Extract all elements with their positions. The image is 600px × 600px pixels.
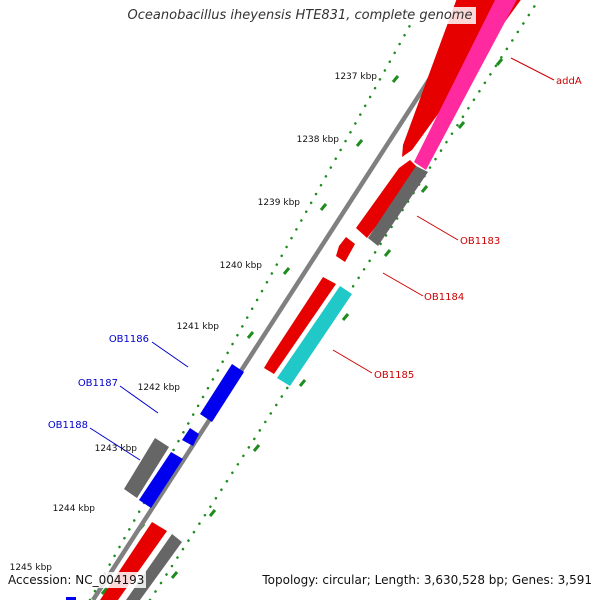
grey-feature-OB1183 xyxy=(368,166,428,246)
major-ticks xyxy=(100,58,504,595)
cds-OB1185-red xyxy=(264,277,336,374)
scale-label: 1241 kbp xyxy=(177,322,220,332)
gene-label-OB1183: OB1183 xyxy=(460,236,500,247)
major-tick xyxy=(282,267,291,275)
major-tick xyxy=(420,185,429,193)
major-tick xyxy=(341,313,350,321)
major-tick xyxy=(391,75,400,83)
scale-label: 1240 kbp xyxy=(220,261,263,271)
grey-feature-OB1188 xyxy=(124,438,169,498)
cds-OB1184-red xyxy=(336,237,355,262)
gene-label-OB1186: OB1186 xyxy=(109,334,149,345)
major-tick xyxy=(246,331,255,339)
scale-label: 1239 kbp xyxy=(258,198,301,208)
cds-OB1187-blue xyxy=(182,428,199,446)
gene-label-OB1185: OB1185 xyxy=(374,370,414,381)
major-tick xyxy=(319,203,328,211)
major-tick xyxy=(495,58,504,66)
gene-label-OB1188: OB1188 xyxy=(48,420,88,431)
major-tick xyxy=(355,139,364,147)
leader-OB1188 xyxy=(89,427,141,461)
leader-OB1185 xyxy=(332,349,373,374)
scale-labels: 1236 kbp 1237 kbp 1238 kbp 1239 kbp 1240… xyxy=(10,9,413,573)
leader-addA xyxy=(510,57,555,81)
leader-OB1184 xyxy=(382,272,424,297)
genome-summary: Topology: circular; Length: 3,630,528 bp… xyxy=(260,572,594,588)
gene-labels: addA OB1183 OB1184 OB1185 OB1186 OB1187 … xyxy=(48,76,582,431)
major-tick xyxy=(383,249,392,257)
gene-label-addA: addA xyxy=(556,76,582,87)
gene-label-OB1187: OB1187 xyxy=(78,378,118,389)
leader-OB1187 xyxy=(119,385,159,414)
cds-OB1186-blue xyxy=(200,364,244,422)
cds-OB1188-blue xyxy=(139,452,183,508)
scale-label: 1237 kbp xyxy=(335,72,378,82)
cds-OB1183-red xyxy=(356,160,420,238)
dotted-scale-line-outer xyxy=(88,18,415,600)
genome-backbone xyxy=(91,0,484,600)
leader-OB1186 xyxy=(151,341,189,368)
pink-feature-addA xyxy=(414,0,517,170)
scale-label: 1243 kbp xyxy=(95,444,138,454)
leader-lines xyxy=(89,57,555,461)
leader-OB1183 xyxy=(416,215,459,241)
accession-label: Accession: NC_004193 xyxy=(6,572,147,588)
major-tick xyxy=(298,379,307,387)
scale-label: 1242 kbp xyxy=(138,383,181,393)
scale-label: 1244 kbp xyxy=(53,504,96,514)
cds-bottom-blue xyxy=(66,597,76,600)
major-tick xyxy=(252,444,261,452)
major-tick xyxy=(457,121,466,129)
major-tick xyxy=(170,571,179,579)
cyan-feature-OB1185 xyxy=(277,286,352,386)
scale-label: 1236 kbp xyxy=(370,9,413,19)
scale-label: 1245 kbp xyxy=(10,563,53,573)
scale-label: 1238 kbp xyxy=(297,135,340,145)
gene-label-OB1184: OB1184 xyxy=(424,292,464,303)
reverse-strand-features xyxy=(66,364,244,600)
major-tick xyxy=(100,587,109,595)
major-tick xyxy=(208,509,217,517)
